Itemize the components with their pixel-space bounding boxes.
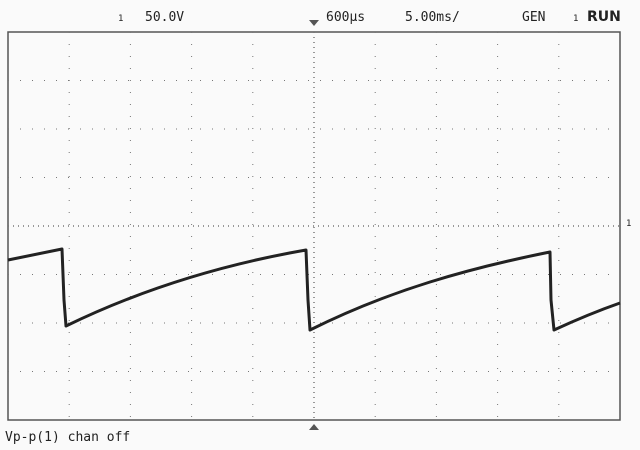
trigger-mode: GEN	[522, 10, 545, 25]
channel-level-marker: 1	[626, 219, 631, 229]
graticule	[8, 32, 620, 420]
channel-icon: 1	[118, 14, 123, 24]
measurement: Vp-p(1) chan off	[5, 430, 130, 445]
trigger-channel-icon: 1	[573, 14, 578, 24]
run-state: RUN	[587, 9, 621, 25]
channel-scale: 50.0V	[145, 10, 184, 25]
trigger-delay: 600µs	[326, 10, 365, 25]
waveform	[7, 247, 621, 332]
time-base: 5.00ms/	[405, 10, 460, 25]
trigger-marker	[309, 20, 319, 430]
